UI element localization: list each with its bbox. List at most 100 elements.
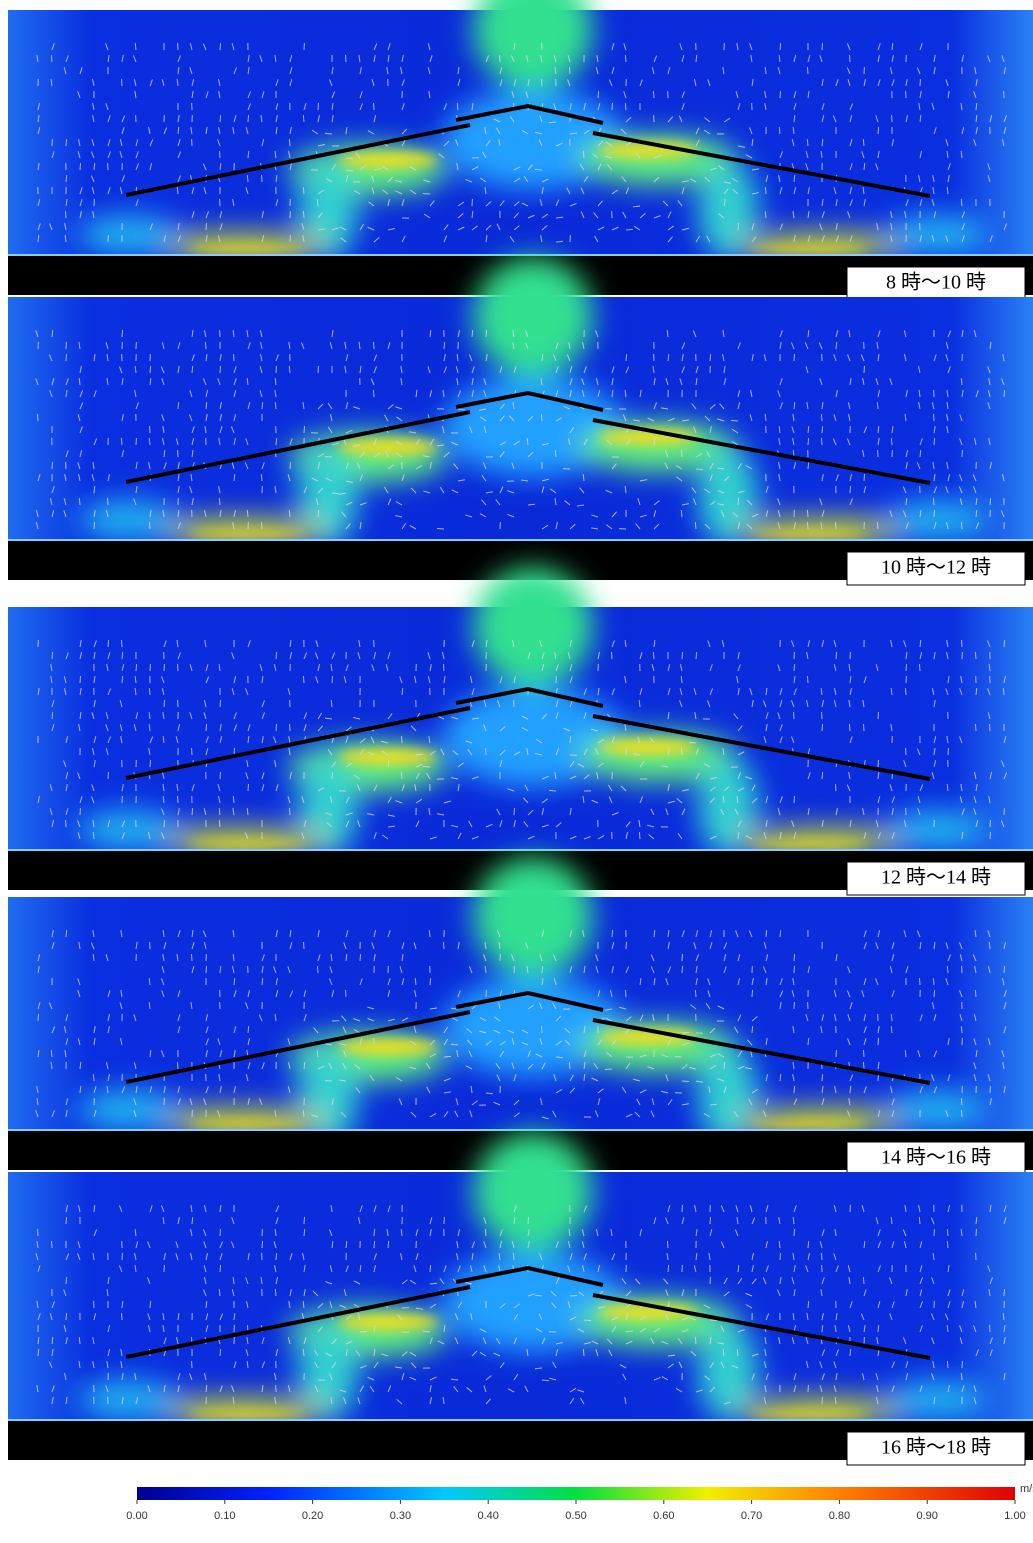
vector <box>276 652 277 659</box>
colorbar-unit: m/sec <box>1020 1483 1033 1495</box>
speed-zone <box>888 1090 988 1130</box>
speed-zone <box>78 810 178 850</box>
vector <box>569 1062 570 1069</box>
vector <box>584 1074 585 1081</box>
vector <box>51 55 52 62</box>
vector <box>821 1253 822 1260</box>
vector <box>682 966 683 973</box>
vector <box>723 796 724 803</box>
vector <box>535 1295 542 1296</box>
vector <box>878 760 879 767</box>
hot-zone <box>748 530 868 538</box>
vector <box>261 474 262 481</box>
colorbar-tick-label: 0.80 <box>829 1510 850 1522</box>
flow-panel: 8 時～10 時 <box>8 0 1033 300</box>
vector <box>822 772 823 779</box>
vector <box>877 402 878 409</box>
vector <box>93 1074 94 1081</box>
vector <box>220 366 221 373</box>
vector <box>653 91 654 98</box>
vector <box>514 808 515 815</box>
vector <box>919 1217 920 1224</box>
speed-zone <box>473 857 593 977</box>
vector <box>93 954 94 961</box>
vector <box>541 414 542 421</box>
vector <box>961 1026 962 1033</box>
vector <box>122 330 123 337</box>
vector <box>738 498 739 505</box>
vector <box>822 724 823 731</box>
hot-zone <box>188 530 308 538</box>
hot-zone <box>188 245 308 253</box>
vector <box>303 115 304 122</box>
vector <box>695 522 696 529</box>
vector <box>289 139 290 146</box>
vector <box>219 151 220 158</box>
vector <box>975 724 976 731</box>
vector <box>549 790 556 791</box>
speed-zone <box>473 1132 593 1252</box>
speed-zone <box>473 567 593 687</box>
vector <box>933 498 934 505</box>
vector <box>360 954 361 961</box>
colorbar-tick-label: 0.20 <box>302 1510 323 1522</box>
vector <box>695 990 696 997</box>
vector <box>206 724 207 731</box>
vector <box>206 402 207 409</box>
hot-zone <box>338 749 438 765</box>
vector <box>905 688 906 695</box>
vector <box>710 354 711 361</box>
hot-zone <box>338 1039 438 1055</box>
vector <box>653 652 654 659</box>
vector <box>234 978 235 985</box>
vector <box>220 1349 221 1356</box>
vector <box>149 688 150 695</box>
vector <box>303 676 304 683</box>
vector <box>486 1093 493 1094</box>
vector <box>401 772 402 779</box>
vector <box>51 1050 52 1057</box>
vector <box>731 420 738 421</box>
vector <box>625 55 626 62</box>
vector <box>276 724 277 731</box>
hot-zone <box>338 1314 438 1330</box>
vector <box>626 354 627 361</box>
panel-label: 16 時～18 時 <box>881 1436 991 1459</box>
vector <box>625 990 626 997</box>
vector <box>430 1265 431 1272</box>
vector <box>388 1241 389 1248</box>
vector <box>66 1313 67 1320</box>
vector <box>850 486 851 493</box>
vector <box>430 978 431 985</box>
speed-zone <box>78 215 178 255</box>
panel-label: 12 時～14 時 <box>881 866 991 889</box>
vector <box>247 175 248 182</box>
vector <box>681 748 682 755</box>
vector <box>961 1110 962 1117</box>
vector <box>612 930 613 937</box>
vector <box>724 1062 725 1069</box>
vector <box>150 1301 151 1308</box>
colorbar-tick-label: 0.70 <box>741 1510 762 1522</box>
vector <box>961 378 962 385</box>
speed-zone <box>78 1380 178 1420</box>
hot-zone <box>338 439 438 455</box>
vector <box>317 966 318 973</box>
vector <box>150 760 151 767</box>
vector <box>766 930 767 937</box>
vector <box>807 676 808 683</box>
vector <box>177 1062 178 1069</box>
vector <box>276 1253 277 1260</box>
vector <box>583 1349 584 1356</box>
vector <box>1004 390 1005 397</box>
vector <box>933 978 934 985</box>
vector <box>919 664 920 671</box>
hot-zone <box>188 840 308 848</box>
vector <box>1004 640 1005 647</box>
vector <box>149 522 150 529</box>
vector <box>822 1325 823 1332</box>
vector <box>780 91 781 98</box>
vector <box>275 1289 276 1296</box>
vector <box>794 664 795 671</box>
vector <box>541 43 542 50</box>
